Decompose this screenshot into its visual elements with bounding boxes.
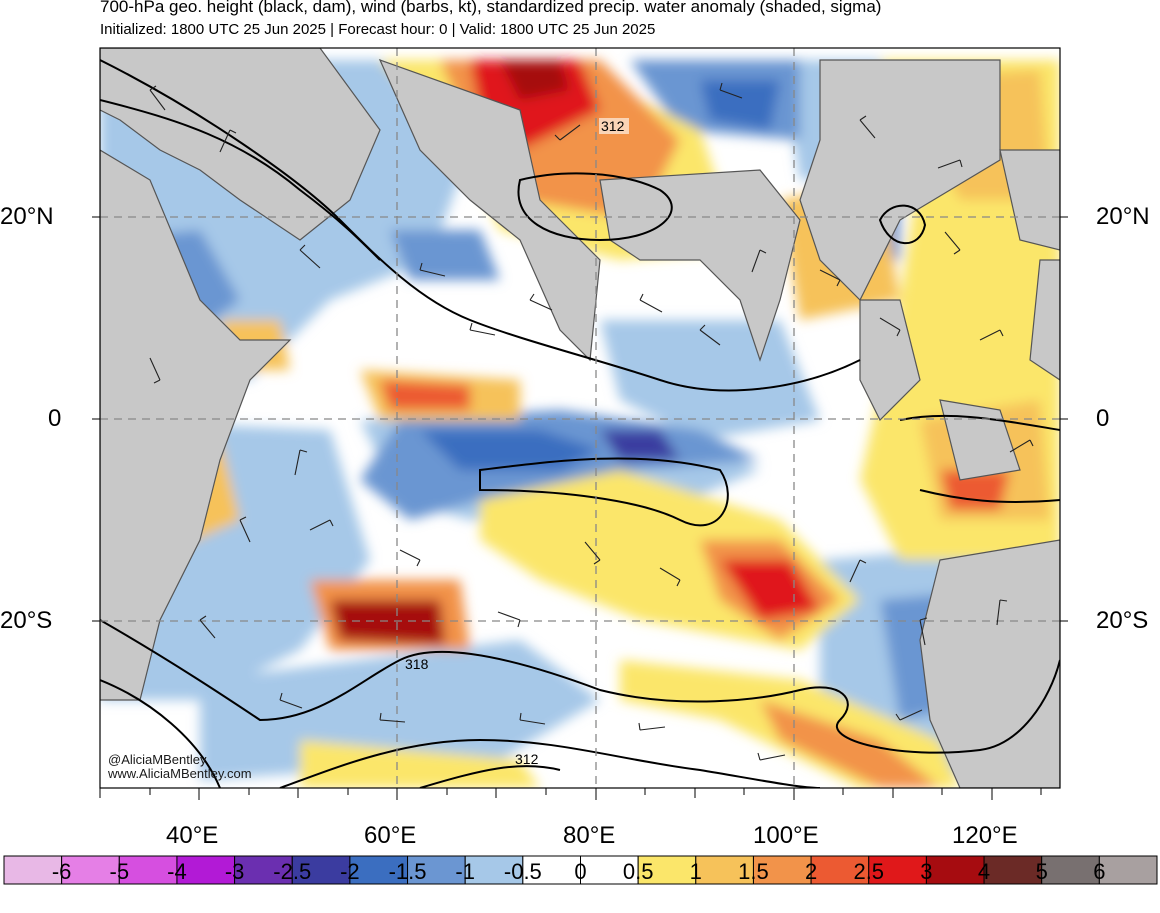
colorbar-swatch (118, 855, 178, 885)
lat-label-left-20s: 20°S (0, 607, 53, 634)
lon-label-40e: 40°E (166, 822, 219, 849)
colorbar-swatch (464, 855, 524, 885)
colorbar-tick-label: 1.5 (738, 859, 769, 884)
map-area: 312 318 312 (100, 48, 1060, 788)
colorbar-swatch (61, 855, 120, 885)
lat-label-right-20s: 20°S (1096, 607, 1149, 634)
colorbar-swatch (349, 855, 409, 885)
lon-label-100e: 100°E (753, 822, 819, 849)
colorbar-tick-label: 2.5 (853, 859, 885, 884)
colorbar-tick-label: -1 (455, 859, 475, 884)
colorbar-tick-label: -2.5 (273, 859, 312, 884)
grid-lines (100, 48, 1060, 788)
colorbar (3, 855, 1158, 885)
contour-label-group: 312 318 312 (405, 118, 629, 767)
axis-ticks (92, 216, 1068, 800)
lat-label-left-0: 0 (48, 405, 62, 432)
colorbar-tick-label: 5 (1035, 859, 1048, 884)
colorbar-swatch (522, 855, 581, 885)
contour-label: 312 (515, 751, 539, 767)
colorbar-tick-label: 4 (977, 859, 991, 884)
colorbar-swatch (1098, 855, 1158, 885)
contour-label: 318 (405, 656, 429, 672)
colorbar-tick-label: -3 (224, 859, 245, 884)
map-border (99, 47, 1061, 789)
colorbar-tick-label: -2 (340, 859, 360, 884)
colorbar-tick-label: -6 (51, 859, 72, 884)
colorbar-tick-label: -5 (109, 859, 130, 884)
lat-label-right-0: 0 (1096, 405, 1110, 432)
credit-handle: @AliciaMBentley (108, 752, 207, 767)
colorbar-swatch (580, 855, 639, 885)
lon-label-60e: 60°E (364, 822, 417, 849)
wind-barbs (149, 82, 1034, 761)
colorbar-swatch (176, 855, 236, 885)
lat-label-left-20n: 20°N (0, 203, 54, 230)
height-contours (100, 59, 1060, 788)
credit-website: www.AliciaMBentley.com (108, 766, 252, 781)
lon-label-120e: 120°E (952, 822, 1018, 849)
colorbar-tick-label: 6 (1093, 859, 1106, 884)
colorbar-swatch (925, 855, 985, 885)
contour-label: 312 (601, 118, 625, 134)
lat-label-right-20n: 20°N (1096, 203, 1150, 230)
colorbar-swatch (234, 855, 293, 885)
colorbar-swatch (868, 855, 927, 885)
colorbar-tick-label: 2 (804, 859, 818, 884)
colorbar-tick-label: 3 (920, 859, 933, 884)
colorbar-swatch (983, 855, 1043, 885)
lon-label-80e: 80°E (563, 822, 616, 849)
chart-subtitle: Initialized: 1800 UTC 25 Jun 2025 | Fore… (100, 21, 656, 38)
colorbar-swatch (637, 855, 697, 885)
colorbar-swatch (1041, 855, 1100, 885)
colorbar-swatch (810, 855, 870, 885)
colorbar-tick-label: 0 (574, 859, 587, 884)
colorbar-tick-label: 1 (689, 859, 702, 884)
chart-title: 700-hPa geo. height (black, dam), wind (… (100, 0, 882, 16)
colorbar-tick-label: 0.5 (622, 859, 654, 884)
colorbar-swatch (291, 855, 351, 885)
colorbar-swatch (407, 855, 466, 885)
colorbar-swatch (695, 855, 754, 885)
colorbar-tick-label: -4 (167, 859, 187, 884)
colorbar-tick-label: -1.5 (388, 859, 427, 884)
colorbar-tick-label: -0.5 (503, 859, 542, 884)
